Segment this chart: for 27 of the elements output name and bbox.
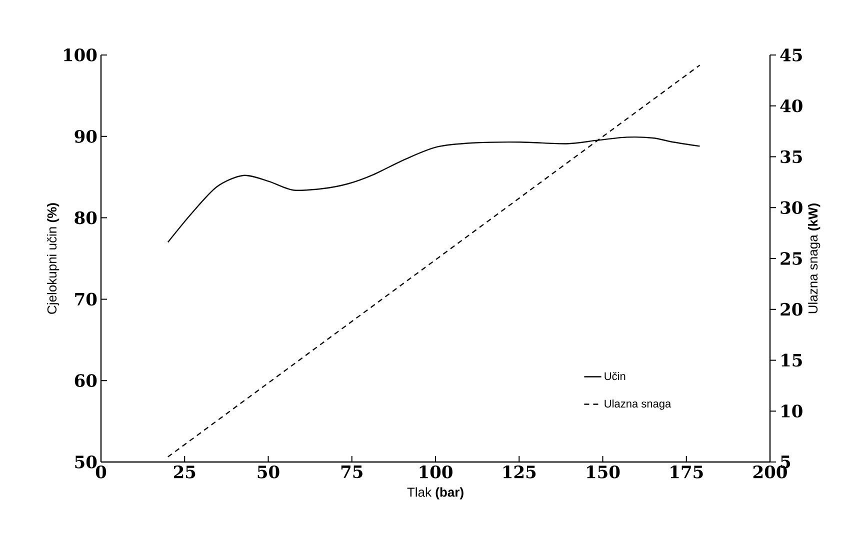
x-tick-label: 75 (341, 466, 362, 478)
y2-tick-label: 15 (782, 354, 802, 367)
y-tick-label: 70 (75, 292, 97, 306)
y2-tick-label: 30 (780, 201, 802, 214)
y2-tick-label: 35 (780, 150, 802, 164)
y-tick-label: 80 (74, 211, 97, 224)
y2-tick-label: 40 (780, 99, 802, 112)
x-tick-label: 0 (96, 466, 106, 478)
y2-tick-label: 10 (782, 404, 802, 418)
x-tick-label: 100 (420, 466, 452, 478)
y-tick-label: 90 (74, 130, 97, 143)
x-tick-label: 25 (174, 466, 196, 478)
x-tick-label: 175 (670, 466, 703, 478)
legend-label: Učin (604, 372, 626, 380)
y-axis-title: Cjelokupni učin (%) (46, 203, 60, 314)
y2-tick-label: 20 (780, 302, 802, 316)
y-tick-label: 100 (64, 48, 97, 62)
y2-tick-label: 45 (780, 48, 802, 62)
legend-label: Ulazna snaga (604, 399, 672, 410)
x-tick-label: 50 (258, 466, 280, 478)
x-tick-label: 150 (587, 466, 620, 478)
x-axis-title: Tlak (bar) (407, 487, 464, 500)
y-tick-label: 50 (75, 456, 97, 468)
y2-tick-label: 25 (780, 252, 802, 265)
y2-axis-title: Ulazna snaga (kW) (808, 204, 820, 314)
y-tick-label: 60 (74, 374, 97, 388)
x-tick-label: 125 (503, 466, 536, 478)
